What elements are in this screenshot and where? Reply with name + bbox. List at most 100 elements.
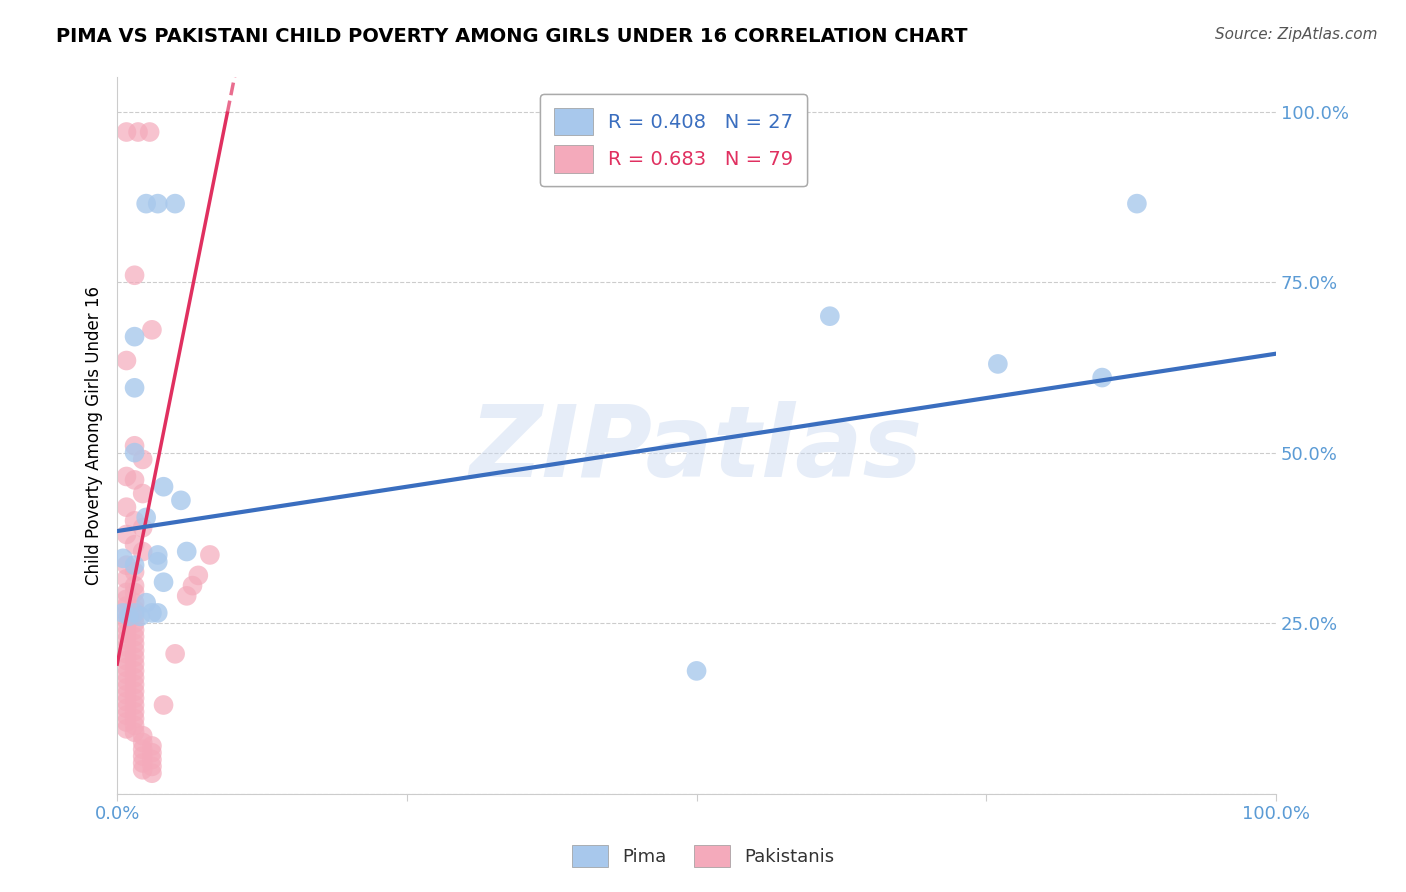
Point: [115, 647, 138, 661]
Y-axis label: Child Poverty Among Girls Under 16: Child Poverty Among Girls Under 16: [86, 286, 103, 585]
Point: [115, 640, 138, 654]
Point: [146, 555, 169, 569]
Point: [115, 599, 138, 613]
Point: [135, 596, 157, 610]
Point: [131, 756, 153, 770]
Point: [131, 763, 153, 777]
Point: [131, 749, 153, 764]
Point: [124, 514, 146, 528]
Point: [115, 626, 138, 640]
Point: [124, 596, 146, 610]
Point: [138, 125, 160, 139]
Point: [115, 714, 138, 729]
Point: [131, 452, 153, 467]
Point: [141, 746, 163, 760]
Point: [1126, 196, 1149, 211]
Point: [115, 592, 138, 607]
Point: [124, 677, 146, 691]
Point: [124, 565, 146, 579]
Point: [141, 753, 163, 767]
Point: [115, 633, 138, 648]
Point: [131, 742, 153, 756]
Point: [131, 521, 153, 535]
Point: [124, 637, 146, 651]
Point: [141, 766, 163, 780]
Point: [1091, 370, 1114, 384]
Point: [198, 548, 221, 562]
Point: [115, 558, 138, 573]
Point: [115, 688, 138, 702]
Point: [124, 268, 146, 283]
Point: [115, 708, 138, 723]
Point: [124, 585, 146, 599]
Point: [124, 439, 146, 453]
Point: [176, 544, 198, 558]
Point: [170, 493, 193, 508]
Text: ZIPatlas: ZIPatlas: [470, 401, 924, 499]
Point: [124, 329, 146, 343]
Point: [176, 589, 198, 603]
Point: [124, 643, 146, 657]
Point: [187, 568, 209, 582]
Point: [152, 480, 174, 494]
Point: [115, 722, 138, 736]
Point: [818, 309, 841, 323]
Point: [135, 510, 157, 524]
Point: [129, 609, 152, 624]
Point: [131, 735, 153, 749]
Legend: Pima, Pakistanis: Pima, Pakistanis: [564, 838, 842, 874]
Point: [115, 695, 138, 709]
Point: [131, 544, 153, 558]
Point: [685, 664, 707, 678]
Point: [111, 606, 134, 620]
Text: PIMA VS PAKISTANI CHILD POVERTY AMONG GIRLS UNDER 16 CORRELATION CHART: PIMA VS PAKISTANI CHILD POVERTY AMONG GI…: [56, 27, 967, 45]
Point: [115, 667, 138, 681]
Point: [124, 473, 146, 487]
Point: [124, 445, 146, 459]
Point: [124, 602, 146, 616]
Point: [152, 698, 174, 712]
Point: [124, 725, 146, 739]
Point: [118, 609, 141, 624]
Point: [115, 353, 138, 368]
Point: [146, 196, 169, 211]
Point: [124, 657, 146, 671]
Point: [124, 538, 146, 552]
Point: [124, 609, 146, 624]
Point: [115, 660, 138, 674]
Point: [124, 558, 146, 573]
Point: [124, 698, 146, 712]
Point: [124, 664, 146, 678]
Point: [124, 691, 146, 706]
Point: [141, 323, 163, 337]
Point: [124, 579, 146, 593]
Legend: R = 0.408   N = 27, R = 0.683   N = 79: R = 0.408 N = 27, R = 0.683 N = 79: [540, 95, 807, 186]
Point: [124, 650, 146, 665]
Point: [115, 469, 138, 483]
Point: [146, 606, 169, 620]
Point: [124, 671, 146, 685]
Point: [127, 125, 149, 139]
Point: [181, 579, 204, 593]
Point: [131, 486, 153, 500]
Point: [152, 575, 174, 590]
Point: [115, 572, 138, 586]
Point: [124, 684, 146, 698]
Point: [124, 630, 146, 644]
Point: [115, 585, 138, 599]
Point: [115, 125, 138, 139]
Point: [115, 500, 138, 515]
Point: [124, 616, 146, 631]
Point: [135, 196, 157, 211]
Point: [124, 705, 146, 719]
Point: [115, 674, 138, 689]
Point: [115, 606, 138, 620]
Point: [115, 681, 138, 695]
Point: [124, 623, 146, 637]
Point: [115, 527, 138, 541]
Point: [124, 606, 146, 620]
Point: [124, 718, 146, 732]
Text: Source: ZipAtlas.com: Source: ZipAtlas.com: [1215, 27, 1378, 42]
Point: [111, 551, 134, 566]
Point: [115, 701, 138, 715]
